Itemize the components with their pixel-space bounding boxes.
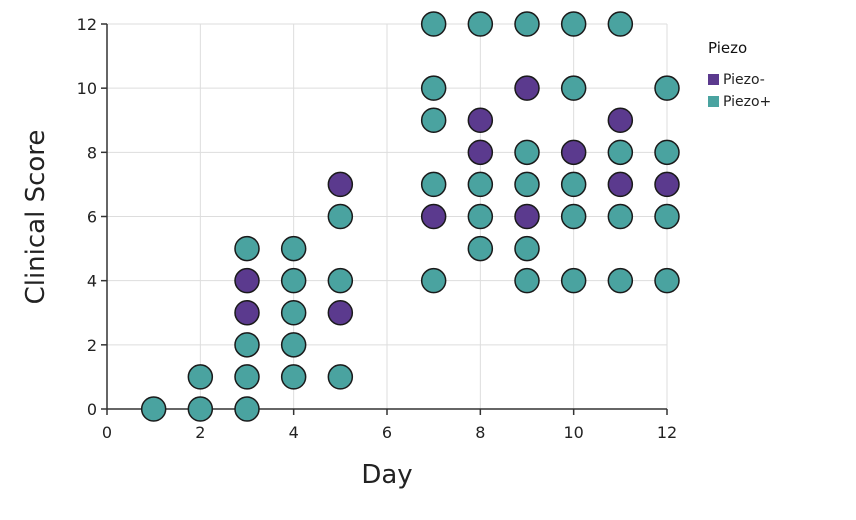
point-piezo--19	[420, 267, 447, 294]
point-piezo--38	[654, 75, 680, 101]
legend-swatch-piezo-plus	[708, 96, 719, 107]
x-axis-ticks: 0 2 4 6 8 10 12	[102, 409, 677, 442]
point-piezo--7	[514, 75, 540, 101]
point-piezo--8	[514, 203, 540, 230]
x-tick-label-2: 4	[289, 423, 299, 442]
point-piezo--16	[420, 75, 447, 101]
point-piezo--36	[607, 203, 634, 230]
point-piezo--4	[234, 332, 260, 358]
y-tick-label-3: 6	[87, 208, 97, 227]
legend-swatch-piezo-minus	[708, 74, 719, 85]
point-piezo--14	[327, 364, 354, 390]
legend-label-piezo-plus: Piezo+	[723, 94, 771, 110]
y-tick-label-5: 10	[77, 79, 97, 98]
point-piezo--2	[187, 396, 214, 422]
point-piezo--29	[560, 11, 587, 37]
point-piezo--21	[467, 171, 494, 198]
point-piezo--3	[327, 300, 354, 326]
point-piezo--40	[654, 203, 680, 230]
point-piezo--10	[280, 332, 307, 358]
point-piezo--25	[514, 139, 540, 166]
y-tick-label-4: 8	[87, 143, 97, 162]
point-piezo--28	[514, 267, 540, 294]
point-piezo--5	[467, 107, 494, 133]
point-piezo--37	[607, 267, 634, 294]
point-piezo--7	[280, 235, 307, 262]
point-piezo--5	[234, 364, 260, 390]
point-piezo--30	[560, 75, 587, 101]
point-piezo--11	[607, 171, 634, 198]
point-piezo--1	[234, 300, 260, 326]
point-piezo--9	[560, 139, 587, 166]
x-tick-label-0: 0	[102, 423, 112, 442]
x-tick-label-5: 10	[563, 423, 583, 442]
point-piezo--6	[234, 396, 260, 422]
point-piezo--32	[560, 203, 587, 230]
point-piezo--11	[280, 364, 307, 390]
point-piezo--31	[560, 171, 587, 198]
point-piezo--0	[140, 396, 167, 422]
point-piezo--33	[560, 267, 587, 294]
point-piezo--6	[467, 139, 494, 166]
legend-label-piezo-minus: Piezo-	[723, 72, 765, 88]
x-tick-label-3: 6	[382, 423, 392, 442]
y-axis-ticks: 0 2 4 6 8 10 12	[77, 15, 107, 419]
y-tick-label-0: 0	[87, 400, 97, 419]
y-tick-label-1: 2	[87, 336, 97, 355]
point-piezo--10	[607, 107, 634, 133]
point-piezo--34	[607, 11, 634, 37]
point-piezo--12	[654, 171, 680, 198]
y-tick-label-6: 12	[77, 15, 97, 34]
point-piezo--24	[514, 11, 540, 37]
point-piezo--20	[467, 11, 494, 37]
point-piezo--15	[420, 11, 447, 37]
point-piezo--18	[420, 171, 447, 198]
point-piezo--39	[654, 139, 680, 166]
point-piezo--26	[514, 171, 540, 198]
point-piezo--35	[607, 139, 634, 166]
point-piezo--13	[327, 267, 354, 294]
data-points	[140, 11, 680, 422]
point-piezo--41	[654, 267, 680, 294]
y-axis-title: Clinical Score	[21, 130, 51, 305]
point-piezo--23	[467, 235, 494, 262]
point-piezo--0	[234, 267, 260, 294]
point-piezo--4	[420, 203, 447, 230]
point-piezo--17	[420, 107, 447, 133]
point-piezo--9	[280, 300, 307, 326]
x-tick-label-1: 2	[195, 423, 205, 442]
point-piezo--2	[327, 171, 354, 198]
point-piezo--8	[280, 267, 307, 294]
point-piezo--1	[187, 364, 214, 390]
x-tick-label-4: 8	[475, 423, 485, 442]
x-axis-title: Day	[361, 460, 412, 490]
point-piezo--27	[514, 235, 540, 262]
point-piezo--22	[467, 203, 494, 230]
legend-title: Piezo	[708, 39, 747, 57]
point-piezo--12	[327, 203, 354, 230]
y-tick-label-2: 4	[87, 272, 97, 291]
legend: Piezo Piezo- Piezo+	[708, 39, 771, 110]
x-tick-label-6: 12	[657, 423, 677, 442]
point-piezo--3	[234, 235, 260, 262]
